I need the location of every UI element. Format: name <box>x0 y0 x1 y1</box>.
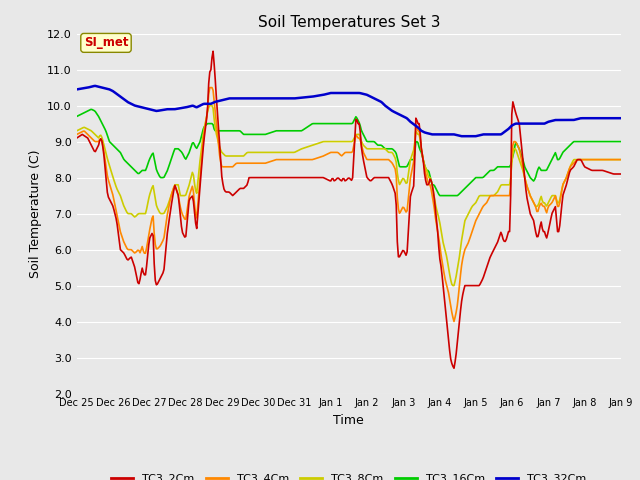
Y-axis label: Soil Temperature (C): Soil Temperature (C) <box>29 149 42 278</box>
Text: SI_met: SI_met <box>84 36 128 49</box>
Legend: TC3_2Cm, TC3_4Cm, TC3_8Cm, TC3_16Cm, TC3_32Cm: TC3_2Cm, TC3_4Cm, TC3_8Cm, TC3_16Cm, TC3… <box>107 469 591 480</box>
X-axis label: Time: Time <box>333 414 364 427</box>
Title: Soil Temperatures Set 3: Soil Temperatures Set 3 <box>257 15 440 30</box>
